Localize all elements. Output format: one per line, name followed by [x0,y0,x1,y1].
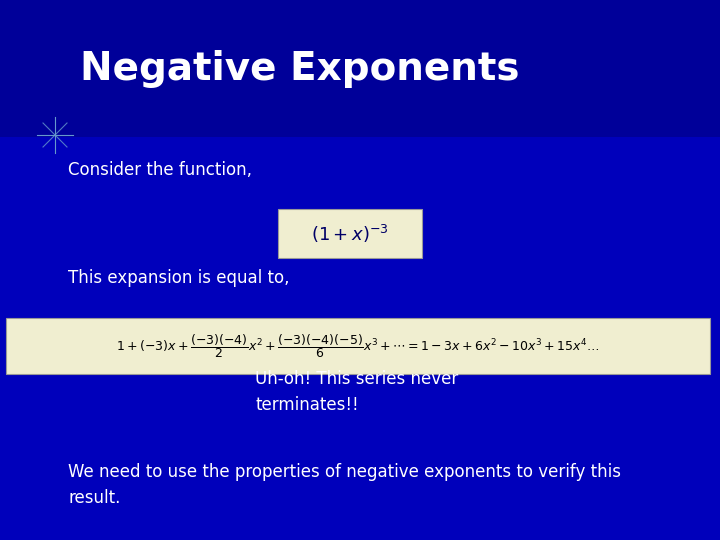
Text: Consider the function,: Consider the function, [68,161,252,179]
Bar [0,0,720,137]
Text: Negative Exponents: Negative Exponents [80,50,520,87]
Text: Uh-oh! This series never
terminates!!: Uh-oh! This series never terminates!! [255,370,458,414]
Text: $1 + (-3)x + \dfrac{(-3)(-4)}{2}x^2 + \dfrac{(-3)(-4)(-5)}{6}x^3 + \cdots = 1 - : $1 + (-3)x + \dfrac{(-3)(-4)}{2}x^2 + \d… [116,332,600,360]
Text: $(1 + x)^{-3}$: $(1 + x)^{-3}$ [311,222,389,245]
FancyBboxPatch shape [278,209,422,258]
Text: We need to use the properties of negative exponents to verify this
result.: We need to use the properties of negativ… [68,463,621,507]
FancyBboxPatch shape [6,318,710,374]
Text: This expansion is equal to,: This expansion is equal to, [68,269,289,287]
